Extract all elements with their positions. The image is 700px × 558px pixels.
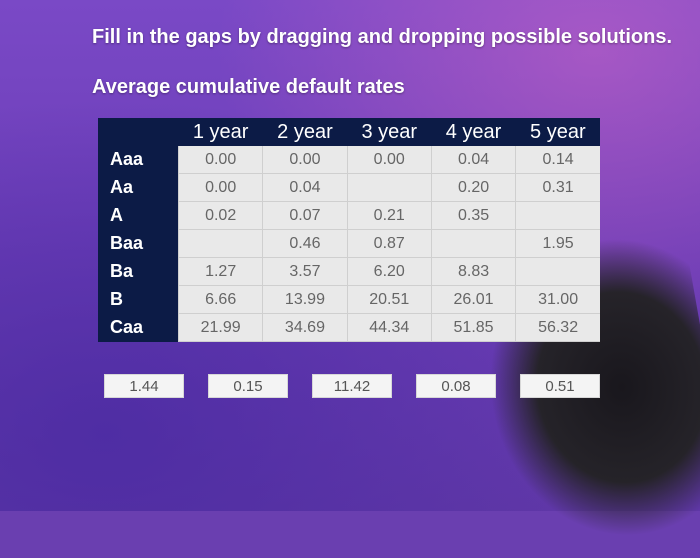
table-row: Aaa 0.00 0.00 0.00 0.04 0.14 (98, 146, 600, 174)
header-2-year: 2 year (262, 118, 348, 146)
drop-gap-cell[interactable] (346, 173, 432, 202)
answer-chip[interactable]: 0.15 (208, 374, 288, 398)
answer-chip[interactable]: 0.51 (520, 374, 600, 398)
header-corner (98, 118, 179, 146)
table-cell: 3.57 (262, 257, 348, 286)
table-cell: 0.14 (515, 146, 600, 174)
header-3-year: 3 year (347, 118, 432, 146)
table-cell: 0.00 (177, 146, 263, 174)
row-label: Caa (98, 313, 179, 342)
table-row: Baa 0.46 0.87 1.95 (98, 229, 600, 258)
table-cell: 56.32 (515, 313, 600, 342)
table-cell: 0.31 (515, 173, 600, 202)
drop-gap-cell[interactable] (515, 257, 600, 286)
table-cell: 0.00 (262, 146, 348, 174)
header-4-year: 4 year (431, 118, 516, 146)
row-label: B (98, 285, 179, 314)
default-rates-table: 1 year 2 year 3 year 4 year 5 year Aaa 0… (98, 118, 600, 342)
table-caption: Average cumulative default rates (92, 76, 405, 98)
row-label: Aaa (98, 146, 179, 174)
table-cell: 0.00 (346, 146, 432, 174)
answer-chip[interactable]: 0.08 (416, 374, 496, 398)
row-label: A (98, 201, 179, 230)
table-cell: 13.99 (262, 285, 348, 314)
answer-chip[interactable]: 11.42 (312, 374, 392, 398)
table-cell: 0.20 (430, 173, 516, 202)
table-cell: 20.51 (346, 285, 432, 314)
table-cell: 0.04 (430, 146, 516, 174)
table-cell: 0.21 (346, 201, 432, 230)
table-row: Caa 21.99 34.69 44.34 51.85 56.32 (98, 313, 600, 342)
table-cell: 1.27 (177, 257, 263, 286)
table-row: Ba 1.27 3.57 6.20 8.83 (98, 257, 600, 286)
table-cell: 21.99 (177, 313, 263, 342)
table-cell: 31.00 (515, 285, 600, 314)
header-5-year: 5 year (515, 118, 600, 146)
drop-gap-cell[interactable] (430, 229, 516, 258)
table-row: A 0.02 0.07 0.21 0.35 (98, 201, 600, 230)
table-cell: 0.07 (262, 201, 348, 230)
row-label: Aa (98, 173, 179, 202)
row-label: Baa (98, 229, 179, 258)
table-row: B 6.66 13.99 20.51 26.01 31.00 (98, 285, 600, 314)
drop-gap-cell[interactable] (177, 229, 263, 258)
table-cell: 44.34 (346, 313, 432, 342)
table-cell: 0.46 (262, 229, 348, 258)
table-cell: 1.95 (515, 229, 600, 258)
table-cell: 26.01 (430, 285, 516, 314)
instruction-title: Fill in the gaps by dragging and droppin… (92, 26, 673, 48)
table-cell: 0.02 (177, 201, 263, 230)
table-cell: 0.35 (430, 201, 516, 230)
table-cell: 0.87 (346, 229, 432, 258)
table-row: Aa 0.00 0.04 0.20 0.31 (98, 173, 600, 202)
row-label: Ba (98, 257, 179, 286)
answer-bank: 1.44 0.15 11.42 0.08 0.51 (104, 374, 600, 398)
table-cell: 6.20 (346, 257, 432, 286)
table-cell: 51.85 (430, 313, 516, 342)
table-cell: 6.66 (177, 285, 263, 314)
table-cell: 8.83 (430, 257, 516, 286)
table-cell: 0.00 (177, 173, 263, 202)
table-cell: 34.69 (262, 313, 348, 342)
drop-gap-cell[interactable] (515, 201, 600, 230)
answer-chip[interactable]: 1.44 (104, 374, 184, 398)
table-cell: 0.04 (262, 173, 348, 202)
header-1-year: 1 year (178, 118, 263, 146)
